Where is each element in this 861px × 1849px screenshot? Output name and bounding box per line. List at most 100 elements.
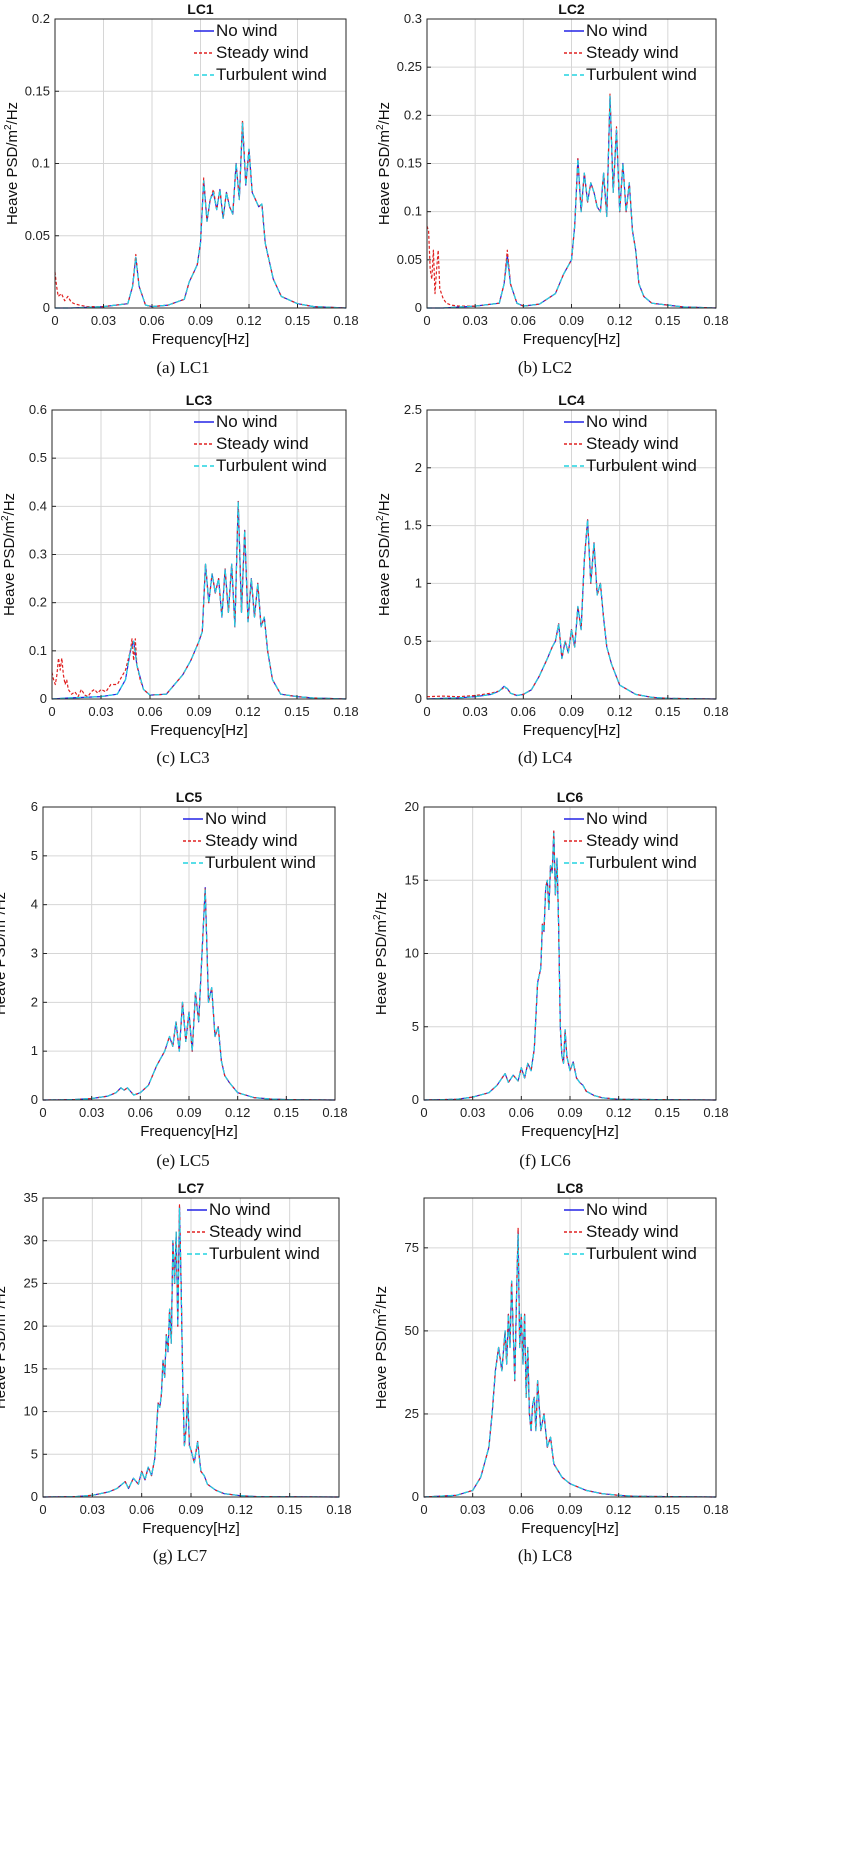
series-line-turbulent-wind <box>423 832 717 1101</box>
x-tick-label: 0.12 <box>606 1502 631 1517</box>
y-tick-label: 10 <box>405 946 419 961</box>
legend-label: No wind <box>586 412 647 431</box>
legend-label: Steady wind <box>586 434 679 453</box>
x-tick-label: 0.06 <box>129 1502 154 1517</box>
x-tick-label: 0.12 <box>225 1105 250 1120</box>
x-tick-label: 0.15 <box>285 313 310 328</box>
x-tick-label: 0.06 <box>128 1105 153 1120</box>
x-tick-label: 0.09 <box>176 1105 201 1120</box>
x-tick-label: 0.06 <box>139 313 164 328</box>
y-axis-label: Heave PSD/m2/Hz <box>0 493 18 616</box>
y-tick-label: 20 <box>24 1318 38 1333</box>
y-tick-label: 0.05 <box>25 228 50 243</box>
x-tick-label: 0.09 <box>559 704 584 719</box>
series-line-turbulent-wind <box>427 95 717 309</box>
legend: No wind Steady wind Turbulent wind <box>194 21 327 84</box>
y-tick-label: 6 <box>31 799 38 814</box>
x-tick-label: 0 <box>420 1105 427 1120</box>
x-tick-label: 0.06 <box>511 704 536 719</box>
series-line-turbulent-wind <box>42 1207 340 1498</box>
chart-panel-lc8: 0 0.03 0.06 0.09 0.12 0.15 0.18 0 25 50 75 LC8 Frequ… <box>372 1180 729 1565</box>
y-axis-label: Heave PSD/m2/Hz <box>375 102 393 225</box>
x-tick-label: 0.06 <box>509 1502 534 1517</box>
x-tick-label: 0.18 <box>703 1105 728 1120</box>
x-tick-label: 0.06 <box>509 1105 534 1120</box>
x-tick-label: 0.09 <box>178 1502 203 1517</box>
y-tick-label: 0.3 <box>404 11 422 26</box>
chart-title: LC3 <box>186 392 213 408</box>
x-tick-label: 0.12 <box>607 313 632 328</box>
legend-label: Steady wind <box>205 831 298 850</box>
legend: No wind Steady wind Turbulent wind <box>183 809 316 872</box>
x-axis-label: Frequency[Hz] <box>152 331 250 348</box>
x-tick-label: 0.12 <box>606 1105 631 1120</box>
x-tick-label: 0 <box>423 313 430 328</box>
chart-title: LC7 <box>178 1180 205 1196</box>
x-tick-label: 0.15 <box>274 1105 299 1120</box>
y-tick-label: 0 <box>31 1489 38 1504</box>
x-tick-label: 0.06 <box>511 313 536 328</box>
x-tick-label: 0.03 <box>80 1502 105 1517</box>
chart-panel-lc7: 0 0.03 0.06 0.09 0.12 0.15 0.18 0 5 10 15 20 25 30 35 L… <box>0 1180 352 1565</box>
x-tick-label: 0 <box>48 704 55 719</box>
legend-label: Steady wind <box>209 1222 302 1241</box>
y-tick-label: 0.25 <box>397 59 422 74</box>
x-tick-label: 0.18 <box>703 1502 728 1517</box>
x-tick-label: 0.15 <box>655 1502 680 1517</box>
x-axis-label: Frequency[Hz] <box>140 1123 238 1140</box>
chart-panel-lc4: 0 0.03 0.06 0.09 0.12 0.15 0.18 0 0.5 1 1.5 2 2.5 LC4… <box>375 392 729 767</box>
legend-label: No wind <box>205 809 266 828</box>
x-tick-label: 0.12 <box>607 704 632 719</box>
y-tick-label: 0 <box>415 300 422 315</box>
y-tick-label: 25 <box>24 1275 38 1290</box>
x-tick-label: 0.03 <box>91 313 116 328</box>
chart-title: LC6 <box>557 789 584 805</box>
chart-panel-lc3: 0 0.03 0.06 0.09 0.12 0.15 0.18 0 0.1 0.2 0.3 0.4 0.… <box>0 392 359 767</box>
y-tick-label: 0 <box>40 691 47 706</box>
legend-label: No wind <box>586 1200 647 1219</box>
chart-title: LC4 <box>558 392 585 408</box>
x-axis-label: Frequency[Hz] <box>142 1520 240 1537</box>
y-tick-label: 0 <box>412 1092 419 1107</box>
legend-label: Turbulent wind <box>216 65 327 84</box>
legend-label: Steady wind <box>586 43 679 62</box>
y-tick-label: 1.5 <box>404 518 422 533</box>
y-tick-label: 0 <box>412 1489 419 1504</box>
y-tick-label: 1 <box>31 1043 38 1058</box>
panel-caption: (e) LC5 <box>156 1151 209 1170</box>
y-axis-label: Heave PSD/m2/Hz <box>0 892 9 1015</box>
legend-label: No wind <box>586 809 647 828</box>
x-tick-label: 0 <box>39 1502 46 1517</box>
x-tick-label: 0.09 <box>186 704 211 719</box>
y-tick-label: 0.15 <box>25 83 50 98</box>
y-tick-label: 0.1 <box>404 204 422 219</box>
legend-label: Steady wind <box>216 434 309 453</box>
x-tick-label: 0.18 <box>333 704 358 719</box>
legend: No wind Steady wind Turbulent wind <box>187 1200 320 1263</box>
y-tick-label: 0.2 <box>29 595 47 610</box>
panel-caption: (g) LC7 <box>153 1546 208 1565</box>
x-tick-label: 0 <box>39 1105 46 1120</box>
x-tick-label: 0.09 <box>188 313 213 328</box>
y-tick-label: 0.1 <box>29 643 47 658</box>
series-line-turbulent-wind <box>42 889 336 1101</box>
chart-title: LC2 <box>558 1 585 17</box>
y-tick-label: 2.5 <box>404 402 422 417</box>
y-tick-label: 0.05 <box>397 252 422 267</box>
y-tick-label: 2 <box>415 460 422 475</box>
chart-panel-lc2: 0 0.03 0.06 0.09 0.12 0.15 0.18 0 0.05 0.1 0.15 0.2… <box>375 1 729 377</box>
y-tick-label: 15 <box>405 872 419 887</box>
x-tick-label: 0.03 <box>460 1105 485 1120</box>
y-tick-label: 0.6 <box>29 402 47 417</box>
chart-title: LC1 <box>187 1 214 17</box>
y-tick-label: 5 <box>31 1446 38 1461</box>
y-tick-label: 0.2 <box>32 11 50 26</box>
chart-panel-lc6: 0 0.03 0.06 0.09 0.12 0.15 0.18 0 5 10 15 20 LC6 Freq… <box>372 789 729 1170</box>
series-line-steady-wind <box>54 119 347 309</box>
x-axis-label: Frequency[Hz] <box>523 722 621 739</box>
x-tick-label: 0.12 <box>235 704 260 719</box>
legend: No wind Steady wind Turbulent wind <box>564 412 697 475</box>
y-tick-label: 0.2 <box>404 107 422 122</box>
x-tick-label: 0.09 <box>557 1502 582 1517</box>
legend-label: No wind <box>216 412 277 431</box>
